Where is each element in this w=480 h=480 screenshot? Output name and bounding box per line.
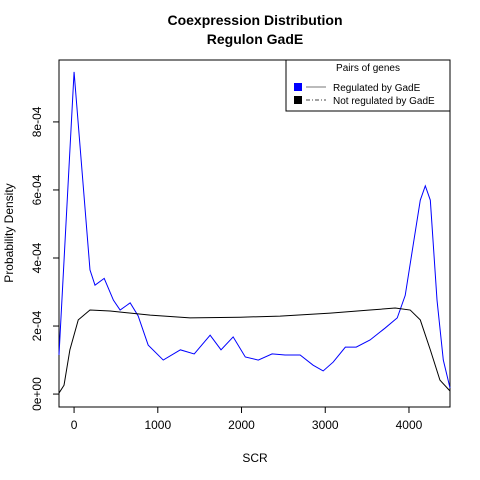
legend-label: Not regulated by GadE	[333, 96, 435, 107]
plot-frame	[58, 59, 451, 408]
legend-title: Pairs of genes	[336, 63, 400, 74]
y-tick-label: 8e-04	[30, 106, 44, 137]
x-axis-label: SCR	[242, 451, 268, 465]
x-tick-label: 2000	[228, 418, 255, 432]
y-tick-label: 4e-04	[30, 242, 44, 273]
x-tick-label: 4000	[396, 418, 423, 432]
y-tick-label: 2e-04	[30, 310, 44, 341]
legend-swatch	[294, 96, 302, 104]
legend-box	[285, 59, 451, 112]
chart-subtitle: Regulon GadE	[207, 31, 303, 47]
x-tick-label: 0	[71, 418, 78, 432]
legend-swatch	[294, 83, 302, 91]
y-tick-label: 0e+00	[30, 377, 44, 411]
x-tick-label: 1000	[144, 418, 171, 432]
chart-title: Coexpression Distribution	[167, 12, 342, 28]
density-line	[58, 307, 451, 394]
x-tick-label: 3000	[312, 418, 339, 432]
y-tick-label: 6e-04	[30, 174, 44, 205]
legend-label: Regulated by GadE	[333, 83, 421, 94]
density-line	[58, 71, 451, 389]
y-axis-label: Probability Density	[2, 183, 16, 282]
